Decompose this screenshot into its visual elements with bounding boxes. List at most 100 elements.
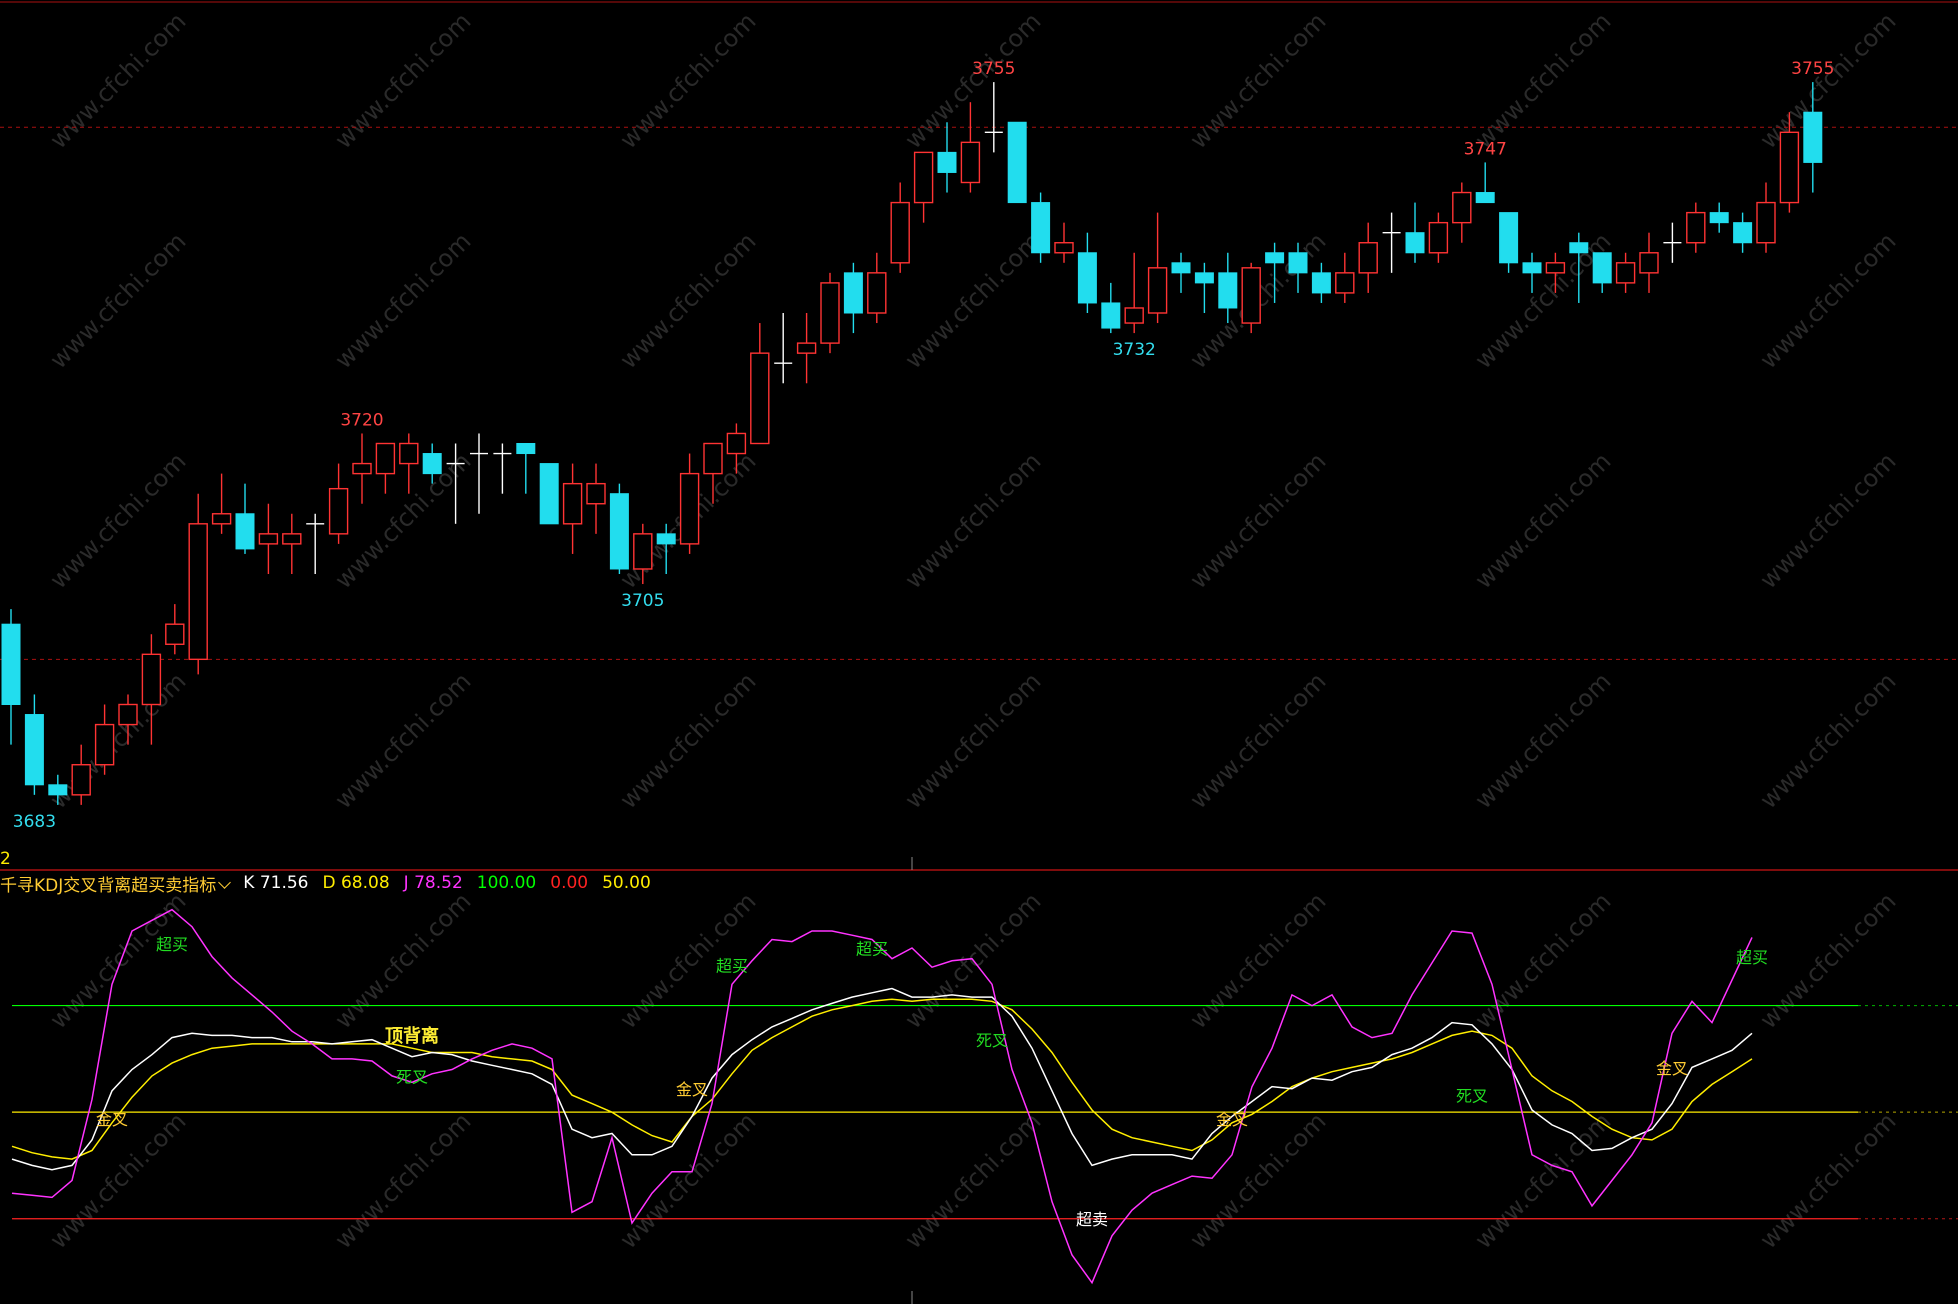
candle [1663, 222, 1682, 263]
candlestick-series [1, 82, 1823, 805]
watermark-text: www.cfchi.com [1754, 667, 1901, 814]
watermark-text: www.cfchi.com [329, 887, 476, 1034]
candle [94, 704, 115, 775]
candle-body [235, 513, 255, 550]
candle-body [1, 623, 21, 706]
candle [1779, 112, 1800, 213]
candle [562, 463, 583, 554]
candle-body [633, 533, 653, 570]
candle [493, 443, 512, 494]
candle-body [562, 482, 583, 525]
candle [399, 433, 419, 494]
candle [446, 443, 465, 524]
watermark-text: www.cfchi.com [1184, 667, 1331, 814]
candle-body [539, 463, 559, 525]
candle [188, 493, 208, 675]
watermark-text: www.cfchi.com [899, 227, 1046, 374]
price-label: 3732 [1113, 340, 1156, 360]
watermark-text: www.cfchi.com [1184, 1107, 1331, 1254]
candle [750, 323, 770, 445]
watermark-text: www.cfchi.com [1469, 7, 1616, 154]
candle [1452, 182, 1472, 243]
candle [1288, 242, 1308, 293]
candle [470, 433, 488, 514]
candle [352, 433, 372, 504]
kdj-signal-label: 死叉 [1456, 1087, 1488, 1106]
candle [1709, 202, 1729, 233]
candle [656, 523, 676, 574]
kdj-reference-lines [12, 1004, 1958, 1220]
candle [1756, 182, 1776, 253]
candle-body [1803, 111, 1823, 163]
watermark-text: www.cfchi.com [614, 667, 761, 814]
price-label: 3755 [1791, 59, 1834, 79]
candle [1733, 212, 1753, 253]
candle [820, 272, 840, 354]
candle [867, 252, 887, 324]
line-50-value: 50.00 [602, 873, 651, 893]
candle [1171, 252, 1191, 293]
watermark-text: www.cfchi.com [329, 1107, 476, 1254]
chevron-down-icon[interactable] [218, 875, 232, 889]
watermark-text: www.cfchi.com [1754, 7, 1901, 154]
candle-body [1686, 211, 1706, 244]
watermark-text: www.cfchi.com [44, 887, 191, 1034]
candle-body [94, 723, 115, 766]
candle-body [843, 272, 863, 314]
candle [24, 694, 44, 795]
candle-body [165, 623, 185, 645]
panel-separator [0, 857, 1958, 1304]
watermark-text: www.cfchi.com [899, 447, 1046, 594]
candle [1077, 232, 1097, 313]
candle [306, 513, 325, 574]
candle-body [118, 703, 138, 726]
candle-body [1709, 212, 1729, 224]
candle [1475, 162, 1495, 204]
candle-body [188, 523, 208, 661]
candle-body [890, 201, 910, 264]
watermark-text: www.cfchi.com [44, 1107, 191, 1254]
kdj-signal-label: 死叉 [396, 1067, 428, 1086]
price-label: 3747 [1464, 139, 1507, 159]
candle [1031, 192, 1051, 263]
price-gridlines [0, 1, 1958, 660]
j-value: J 78.52 [403, 873, 463, 893]
kdj-line-j [11, 908, 1753, 1285]
candle-body [726, 432, 747, 455]
k-value: K 71.56 [243, 873, 309, 893]
candle-body [1733, 222, 1753, 244]
candle [774, 313, 793, 384]
candle [1241, 262, 1261, 334]
indicator-header: 千寻KDJ交叉背离超买卖指标 K 71.56 D 68.08 J 78.52 1… [0, 870, 651, 896]
candle-body [1335, 272, 1355, 294]
indicator-title[interactable]: 千寻KDJ交叉背离超买卖指标 [0, 871, 232, 896]
kdj-series [11, 908, 1753, 1285]
candle [1194, 262, 1214, 313]
candle [539, 463, 559, 525]
candle-body [1124, 307, 1144, 324]
candle-body [750, 352, 770, 445]
watermark-text: www.cfchi.com [1469, 1107, 1616, 1254]
candle-body [1358, 242, 1378, 274]
candle-body [937, 151, 957, 173]
watermark-text: www.cfchi.com [614, 1107, 761, 1254]
candle-body [1218, 272, 1238, 309]
candle [516, 443, 536, 494]
candle-body [1522, 262, 1542, 274]
watermark-text: www.cfchi.com [44, 7, 191, 154]
candle-body [796, 342, 817, 354]
candle-body [609, 493, 629, 570]
candle [960, 102, 981, 193]
watermark-text: www.cfchi.com [44, 227, 191, 374]
candle [1101, 282, 1121, 334]
candle [1335, 252, 1355, 303]
candle [422, 443, 442, 484]
kdj-signal-label: 超买 [156, 935, 188, 954]
candle-body [1007, 121, 1027, 204]
candle [1124, 252, 1144, 334]
watermark-text: www.cfchi.com [1754, 1107, 1901, 1254]
watermark-text: www.cfchi.com [1184, 447, 1331, 594]
watermark-text: www.cfchi.com [1184, 7, 1331, 154]
candle [703, 442, 723, 504]
candle-body [328, 487, 349, 535]
